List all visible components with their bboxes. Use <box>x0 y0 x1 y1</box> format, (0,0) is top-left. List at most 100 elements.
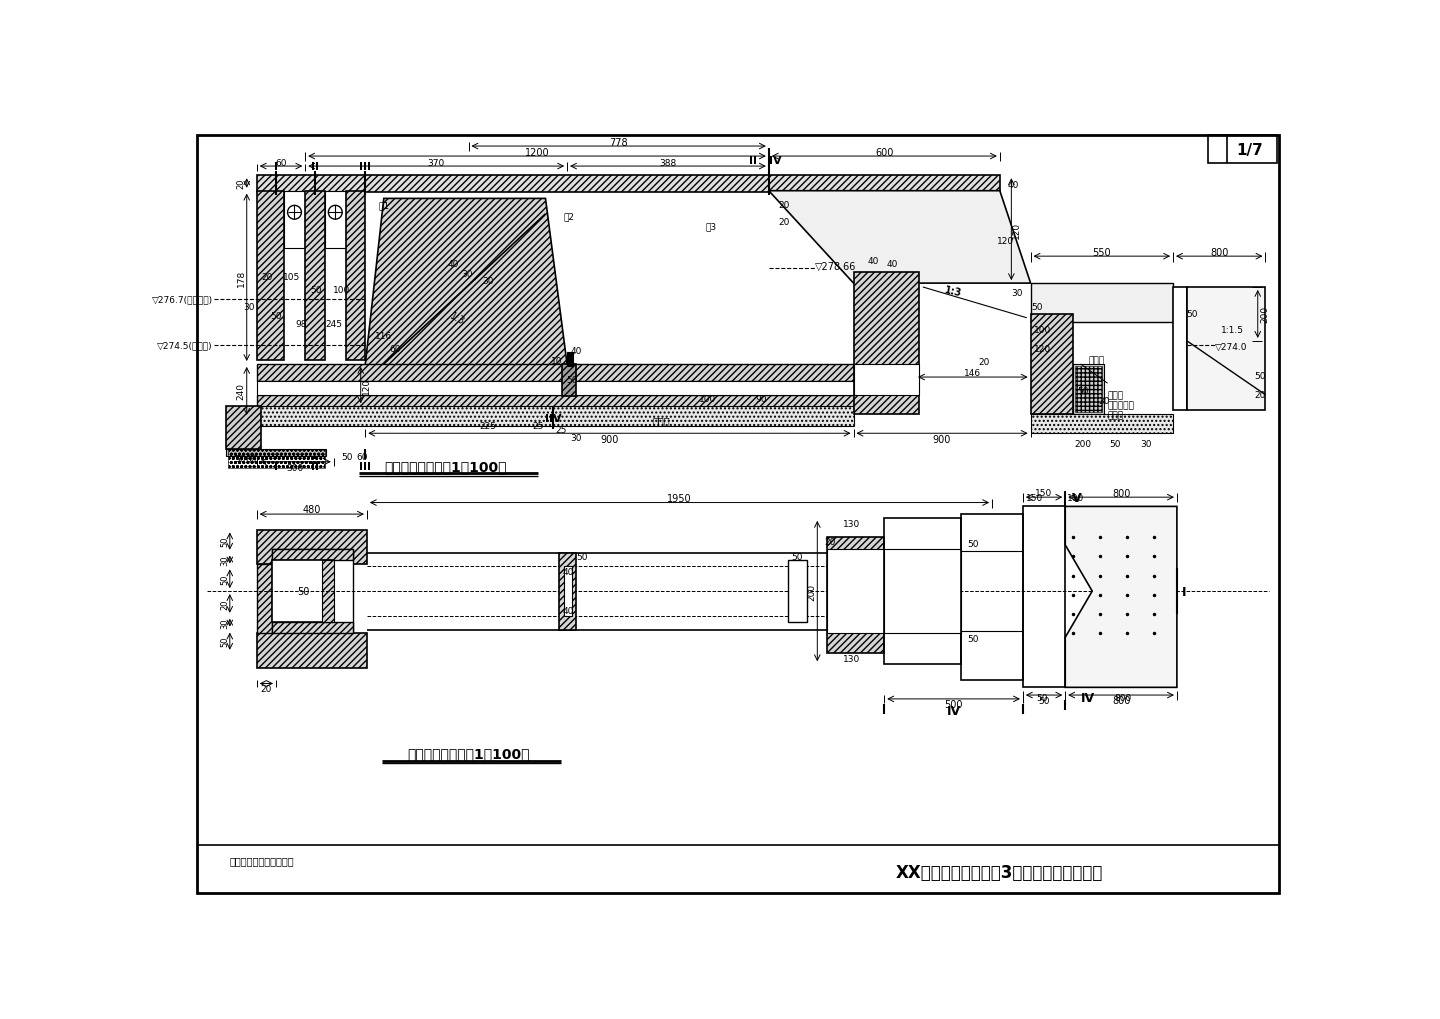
Text: 50: 50 <box>271 312 282 321</box>
Bar <box>769 176 999 193</box>
Bar <box>884 549 962 634</box>
Bar <box>256 176 769 193</box>
Text: 输洞平面图（比例1：100）: 输洞平面图（比例1：100） <box>408 746 530 760</box>
Text: 240: 240 <box>236 383 246 400</box>
Text: IV: IV <box>1081 691 1096 704</box>
Text: 输洞纵剑图（比例1：100）: 输洞纵剑图（比例1：100） <box>384 460 507 474</box>
Text: I: I <box>274 462 278 471</box>
Text: 30: 30 <box>220 554 229 566</box>
Bar <box>229 449 324 469</box>
Text: 50: 50 <box>1037 693 1048 702</box>
Text: 注：图中单位以毫米计。: 注：图中单位以毫米计。 <box>230 856 294 866</box>
Text: 土工布一层: 土工布一层 <box>1107 400 1135 410</box>
Bar <box>827 538 884 653</box>
Text: ▽276.7(设计水位): ▽276.7(设计水位) <box>151 294 213 304</box>
Bar <box>272 549 353 560</box>
Text: 25: 25 <box>556 426 566 434</box>
Bar <box>1031 415 1174 434</box>
Text: 50: 50 <box>1254 372 1266 381</box>
Bar <box>256 395 854 411</box>
Text: 20: 20 <box>236 178 246 190</box>
Text: IV: IV <box>946 704 960 717</box>
Bar <box>324 192 346 250</box>
Bar <box>854 365 919 395</box>
Text: 30: 30 <box>1140 439 1152 448</box>
Text: 25: 25 <box>533 422 543 431</box>
Bar <box>272 560 334 623</box>
Bar <box>226 407 261 449</box>
Bar <box>256 381 854 395</box>
Bar <box>272 623 353 634</box>
Text: 120: 120 <box>998 237 1015 246</box>
Text: 20: 20 <box>825 537 837 546</box>
Polygon shape <box>1031 284 1174 322</box>
Text: 146: 146 <box>965 369 982 378</box>
Text: II: II <box>749 156 757 166</box>
Text: 30: 30 <box>570 433 582 442</box>
Text: I: I <box>274 162 278 172</box>
Text: 20: 20 <box>1254 391 1266 399</box>
Text: 40: 40 <box>867 256 878 265</box>
Text: 116: 116 <box>376 331 393 340</box>
Bar <box>854 272 919 415</box>
Text: 245: 245 <box>325 319 343 328</box>
Text: 200: 200 <box>808 583 816 600</box>
Text: 50: 50 <box>1031 303 1043 312</box>
Text: 50: 50 <box>1077 387 1089 396</box>
Polygon shape <box>1066 506 1176 688</box>
Text: 30: 30 <box>1011 288 1022 298</box>
Text: 30: 30 <box>482 277 494 286</box>
Text: 1:1.5: 1:1.5 <box>1221 325 1244 334</box>
Text: 120: 120 <box>1012 221 1021 238</box>
Text: 178: 178 <box>236 269 246 286</box>
Text: 50: 50 <box>1187 310 1198 319</box>
Bar <box>567 353 573 367</box>
Bar <box>1031 315 1073 415</box>
Text: 30: 30 <box>1097 396 1109 406</box>
Bar <box>827 549 884 634</box>
Text: 98: 98 <box>295 319 307 328</box>
Text: 388: 388 <box>660 159 677 167</box>
Text: 200: 200 <box>1074 439 1092 448</box>
Text: 480: 480 <box>302 505 321 515</box>
Text: 30: 30 <box>461 269 472 278</box>
Text: XX农场水土保持工程3号塘坑输水洞平剑图: XX农场水土保持工程3号塘坑输水洞平剑图 <box>896 863 1103 881</box>
Bar <box>1073 365 1103 415</box>
Text: 40: 40 <box>562 606 573 615</box>
Text: 60: 60 <box>275 159 287 167</box>
Text: 40: 40 <box>448 260 459 269</box>
Polygon shape <box>366 199 567 407</box>
Bar <box>256 530 367 565</box>
Text: 40: 40 <box>1008 180 1020 190</box>
Text: 130: 130 <box>842 655 860 663</box>
Bar <box>256 192 284 361</box>
Text: 150: 150 <box>1025 493 1043 502</box>
Text: ▽274.5(死水位): ▽274.5(死水位) <box>157 341 213 350</box>
Text: 梁1: 梁1 <box>379 201 389 210</box>
Bar <box>305 192 324 361</box>
Text: 50: 50 <box>968 635 979 644</box>
Text: ▽278.66: ▽278.66 <box>815 262 857 272</box>
Text: 20: 20 <box>220 598 229 609</box>
Text: 370: 370 <box>428 159 445 167</box>
Text: 20: 20 <box>779 218 791 227</box>
Text: 40: 40 <box>886 260 897 269</box>
Text: 40: 40 <box>562 568 573 577</box>
Polygon shape <box>226 449 325 457</box>
Text: ▽274.0: ▽274.0 <box>1215 342 1248 352</box>
Text: 778: 778 <box>609 138 628 148</box>
Bar <box>323 560 334 623</box>
Text: 105: 105 <box>282 273 300 282</box>
Text: 50: 50 <box>297 587 310 596</box>
Text: 30: 30 <box>220 618 229 629</box>
Text: 800: 800 <box>1112 696 1130 706</box>
Text: III: III <box>360 462 372 471</box>
Text: 1:3: 1:3 <box>945 285 963 299</box>
Text: 50: 50 <box>310 285 321 294</box>
Text: 20: 20 <box>979 358 991 367</box>
Text: 120: 120 <box>363 377 372 394</box>
Bar <box>1022 506 1066 688</box>
Text: 800: 800 <box>1115 693 1132 702</box>
Text: 40: 40 <box>570 347 582 356</box>
Text: 130: 130 <box>842 520 860 528</box>
